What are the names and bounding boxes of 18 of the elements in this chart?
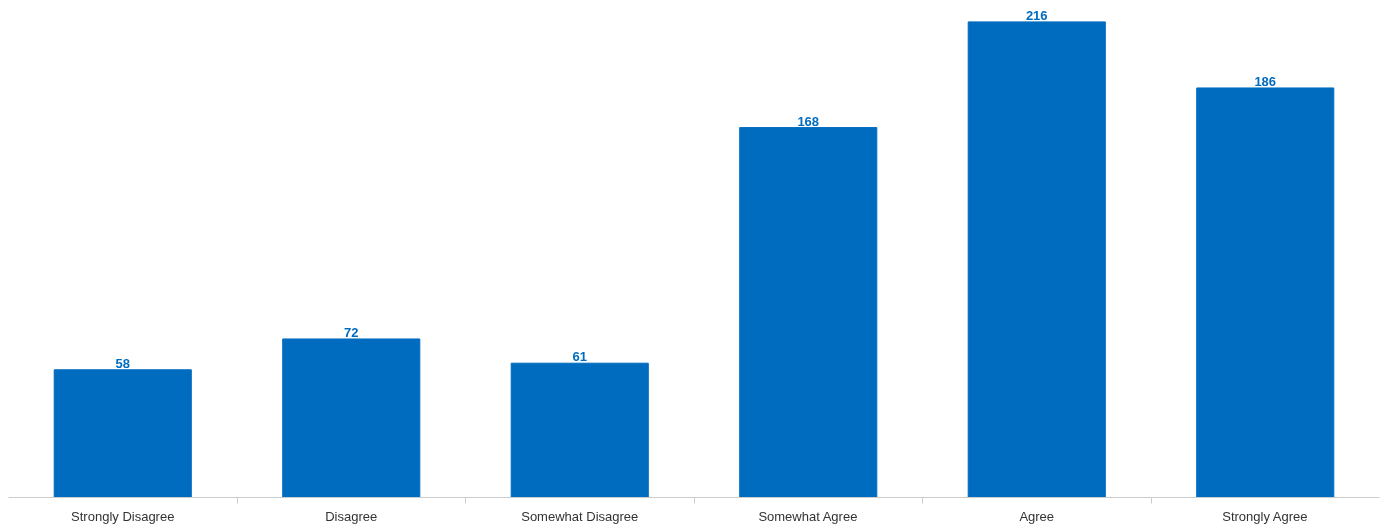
bar [53, 369, 192, 498]
bar [967, 21, 1106, 498]
data-label: 216 [1025, 7, 1048, 23]
data-label: 168 [797, 113, 820, 129]
x-tick-label: Strongly Agree [1222, 508, 1308, 524]
data-label: 186 [1254, 73, 1277, 89]
data-label: 58 [115, 355, 130, 371]
x-tick-label: Agree [1019, 508, 1055, 524]
bar [1196, 87, 1335, 498]
data-label: 61 [572, 349, 587, 365]
data-label: 72 [344, 324, 359, 340]
x-tick-label: Disagree [325, 508, 378, 524]
bar [739, 127, 878, 498]
bar [282, 338, 421, 498]
x-tick-label: Somewhat Agree [758, 508, 858, 524]
x-tick-label: Strongly Disagree [71, 508, 175, 524]
bar [510, 362, 649, 498]
x-tick-label: Somewhat Disagree [521, 508, 639, 524]
